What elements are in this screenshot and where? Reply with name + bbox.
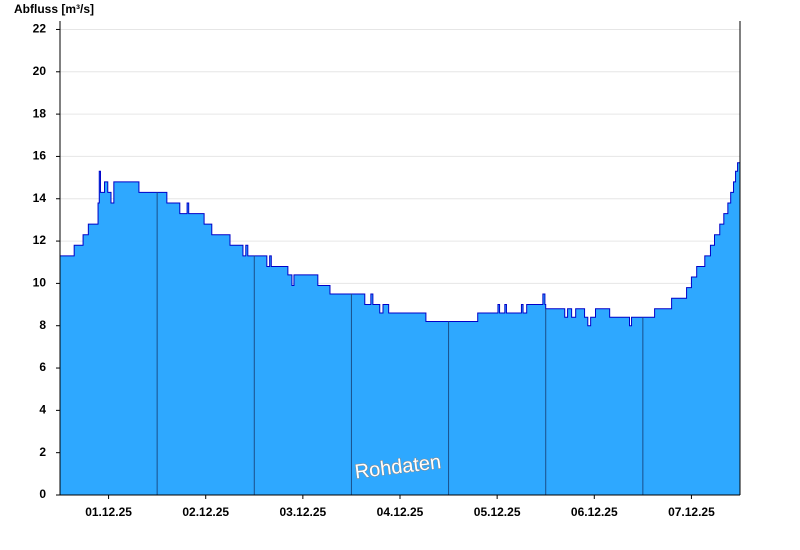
x-tick-label: 06.12.25 xyxy=(571,505,618,519)
x-tick-label: 01.12.25 xyxy=(85,505,132,519)
x-tick-label: 03.12.25 xyxy=(279,505,326,519)
y-tick-label: 16 xyxy=(33,149,47,163)
area xyxy=(60,162,740,495)
y-tick-label: 22 xyxy=(33,22,47,36)
y-tick-label: 20 xyxy=(33,64,47,78)
x-tick-label: 07.12.25 xyxy=(668,505,715,519)
line xyxy=(60,162,740,327)
y-tick-label: 2 xyxy=(39,445,46,459)
x-tick-label: 05.12.25 xyxy=(474,505,521,519)
y-tick-label: 10 xyxy=(33,276,47,290)
y-tick-label: 0 xyxy=(39,487,46,501)
y-tick-label: 14 xyxy=(33,191,47,205)
axis-title: Abfluss [m³/s] xyxy=(14,2,94,16)
y-tick-label: 6 xyxy=(39,360,46,374)
y-tick-label: 8 xyxy=(39,318,46,332)
x-tick-label: 04.12.25 xyxy=(377,505,424,519)
x-tick-label: 02.12.25 xyxy=(182,505,229,519)
y-tick-label: 4 xyxy=(39,403,46,417)
y-tick-label: 12 xyxy=(33,233,47,247)
y-tick-label: 18 xyxy=(33,106,47,120)
